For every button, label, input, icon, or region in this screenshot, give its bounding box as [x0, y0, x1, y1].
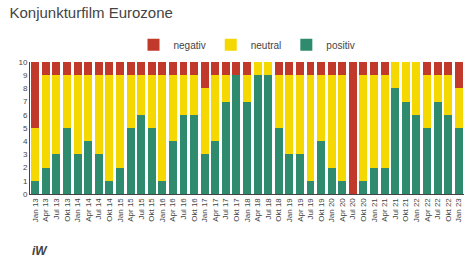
svg-text:Apr 17: Apr 17	[211, 198, 220, 222]
svg-text:Jan 17: Jan 17	[200, 198, 209, 223]
svg-text:Jul 21: Jul 21	[391, 198, 400, 220]
svg-text:Okt 13: Okt 13	[63, 198, 72, 222]
svg-text:Apr 18: Apr 18	[253, 198, 262, 222]
svg-text:Jan 19: Jan 19	[285, 198, 294, 223]
svg-text:neutral: neutral	[251, 40, 282, 51]
svg-text:Apr 20: Apr 20	[338, 198, 347, 222]
svg-text:Jul 13: Jul 13	[52, 198, 61, 220]
svg-text:Okt 15: Okt 15	[147, 198, 156, 222]
svg-text:Apr 14: Apr 14	[84, 198, 93, 222]
svg-text:2: 2	[23, 163, 28, 172]
svg-text:Apr 19: Apr 19	[296, 198, 305, 222]
svg-text:Jan 21: Jan 21	[370, 198, 379, 223]
svg-text:positiv: positiv	[326, 40, 354, 51]
svg-text:Jul 14: Jul 14	[94, 198, 103, 220]
svg-text:Jan 22: Jan 22	[412, 198, 421, 223]
svg-text:Jul 16: Jul 16	[179, 198, 188, 220]
svg-text:Konjunkturfilm Eurozone: Konjunkturfilm Eurozone	[9, 4, 172, 21]
svg-text:Jan 13: Jan 13	[31, 198, 40, 223]
svg-text:5: 5	[23, 124, 28, 133]
svg-text:Okt 20: Okt 20	[359, 198, 368, 222]
svg-text:Jan 16: Jan 16	[158, 198, 167, 223]
svg-text:iW: iW	[32, 244, 48, 258]
svg-text:Okt 16: Okt 16	[190, 198, 199, 222]
svg-text:Okt 19: Okt 19	[317, 198, 326, 222]
svg-text:negativ: negativ	[174, 40, 206, 51]
svg-text:4: 4	[23, 137, 28, 146]
svg-text:Jan 15: Jan 15	[116, 198, 125, 223]
svg-text:Apr 13: Apr 13	[41, 198, 50, 222]
svg-text:Jul 20: Jul 20	[348, 198, 357, 220]
svg-text:Jan 18: Jan 18	[243, 198, 252, 223]
svg-text:1: 1	[23, 177, 28, 186]
svg-text:Apr 21: Apr 21	[380, 198, 389, 222]
svg-text:Apr 15: Apr 15	[126, 198, 135, 222]
svg-text:Jan 23: Jan 23	[454, 198, 463, 223]
svg-text:Jan 20: Jan 20	[327, 198, 336, 223]
svg-text:8: 8	[23, 84, 28, 93]
svg-text:0: 0	[23, 190, 28, 199]
svg-text:Okt 22: Okt 22	[444, 198, 453, 222]
svg-text:Okt 18: Okt 18	[274, 198, 283, 222]
svg-text:10: 10	[18, 58, 27, 67]
svg-text:Jul 15: Jul 15	[137, 198, 146, 220]
svg-text:Jul 19: Jul 19	[306, 198, 315, 220]
svg-text:Okt 14: Okt 14	[105, 198, 114, 222]
svg-text:Okt 17: Okt 17	[232, 198, 241, 222]
svg-text:6: 6	[23, 111, 28, 120]
svg-text:Apr 22: Apr 22	[423, 198, 432, 222]
svg-text:Okt 21: Okt 21	[401, 198, 410, 222]
svg-text:3: 3	[23, 150, 28, 159]
svg-text:Apr 16: Apr 16	[169, 198, 178, 222]
svg-text:Jul 18: Jul 18	[264, 198, 273, 220]
svg-text:Jan 14: Jan 14	[73, 198, 82, 223]
svg-text:9: 9	[23, 71, 28, 80]
svg-text:Jul 22: Jul 22	[433, 198, 442, 220]
svg-text:7: 7	[23, 97, 28, 106]
svg-text:Jul 17: Jul 17	[221, 198, 230, 220]
